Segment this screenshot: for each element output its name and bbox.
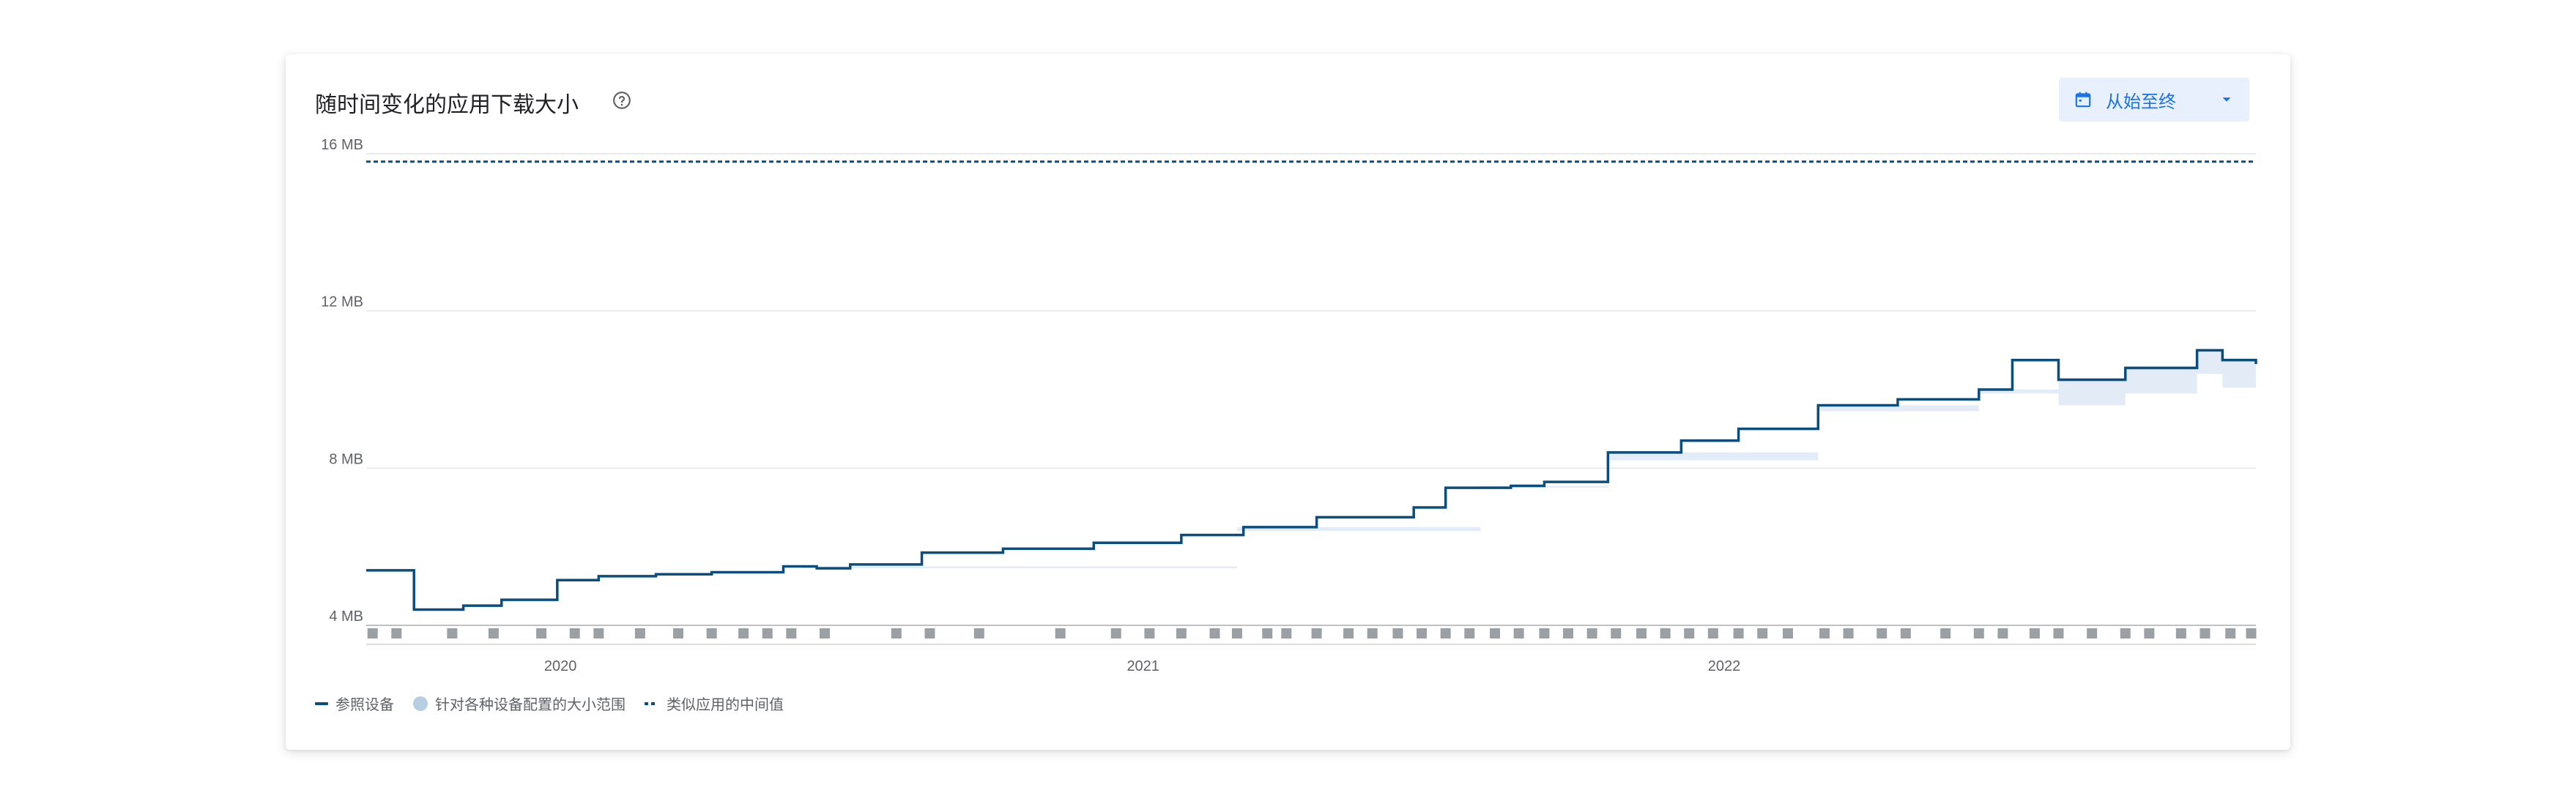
release-marker[interactable] [1343,628,1354,639]
release-marker[interactable] [2200,628,2211,639]
release-marker[interactable] [2225,628,2236,639]
release-marker[interactable] [1877,628,1888,639]
date-range-button[interactable]: 从始至终 [2059,78,2249,122]
release-marker[interactable] [2053,628,2064,639]
release-marker[interactable] [1490,628,1501,639]
release-marker[interactable] [2144,628,2155,639]
release-marker[interactable] [1684,628,1695,639]
release-marker[interactable] [488,628,499,639]
chart-legend: 参照设备 针对各种设备配置的大小范围 类似应用的中间值 [315,693,784,714]
release-marker[interactable] [1513,628,1524,639]
legend-label-reference: 参照设备 [335,697,394,713]
release-marker[interactable] [1940,628,1951,639]
release-marker[interactable] [447,628,458,639]
release-marker[interactable] [891,628,902,639]
release-marker[interactable] [1392,628,1403,639]
release-marker[interactable] [738,628,749,639]
release-marker[interactable] [391,628,402,639]
release-marker[interactable] [1563,628,1574,639]
calendar-icon [2075,92,2091,108]
release-marker[interactable] [1464,628,1475,639]
release-marker[interactable] [1440,628,1451,639]
reference-device-line [366,349,2257,611]
release-marker[interactable] [706,628,717,639]
y-tick-label: 4 MB [329,608,363,625]
release-marker[interactable] [819,628,830,639]
legend-label-range: 针对各种设备配置的大小范围 [435,697,626,713]
release-marker[interactable] [1660,628,1671,639]
release-marker[interactable] [1539,628,1550,639]
legend-item-median[interactable]: 类似应用的中间值 [645,693,784,714]
release-marker[interactable] [1367,628,1378,639]
download-size-card: 随时间变化的应用下载大小 从始至终 4 MB 8 MB 12 MB 16 MB 2020… [286,54,2290,750]
help-icon[interactable] [612,91,631,110]
release-marker[interactable] [2120,628,2131,639]
release-marker[interactable] [1144,628,1155,639]
release-marker[interactable] [367,628,378,639]
release-marker[interactable] [1819,628,1830,639]
date-range-label: 从始至终 [2106,92,2176,112]
release-marker[interactable] [1843,628,1854,639]
release-marker[interactable] [1055,628,1066,639]
legend-swatch-reference [315,701,328,705]
release-marker[interactable] [2029,628,2040,639]
release-marker[interactable] [786,628,797,639]
release-marker[interactable] [1782,628,1793,639]
release-marker[interactable] [1209,628,1220,639]
release-marker[interactable] [634,628,645,639]
release-marker[interactable] [2246,628,2257,639]
release-marker[interactable] [673,628,684,639]
release-marker[interactable] [2087,628,2098,639]
release-marker[interactable] [1611,628,1622,639]
y-tick-label: 8 MB [329,451,363,467]
release-marker[interactable] [1262,628,1273,639]
release-marker[interactable] [1176,628,1187,639]
release-marker[interactable] [536,628,547,639]
release-marker[interactable] [1586,628,1597,639]
release-marker[interactable] [1110,628,1121,639]
release-marker[interactable] [924,628,935,639]
chart-title: 随时间变化的应用下载大小 [315,93,579,117]
y-tick-label: 16 MB [321,137,363,153]
legend-swatch-median [645,701,659,705]
card-header: 随时间变化的应用下载大小 从始至终 [315,76,2261,127]
release-marker[interactable] [1417,628,1428,639]
size-range-band [366,350,2256,570]
release-marker[interactable] [1707,628,1718,639]
release-marker[interactable] [1231,628,1242,639]
arrow-drop-down-icon [2222,97,2231,102]
release-marker[interactable] [1973,628,1984,639]
y-tick-label: 12 MB [321,294,363,310]
download-size-chart: 4 MB 8 MB 12 MB 16 MB 2020 2021 2022 [321,137,2257,674]
release-marker[interactable] [593,628,604,639]
release-marker[interactable] [2175,628,2186,639]
x-tick-label: 2020 [544,658,577,674]
legend-item-reference[interactable]: 参照设备 [315,693,394,714]
release-marker[interactable] [569,628,580,639]
release-marker[interactable] [1281,628,1292,639]
legend-label-median: 类似应用的中间值 [667,697,784,713]
release-marker[interactable] [1757,628,1768,639]
x-tick-label: 2021 [1126,658,1159,674]
release-marker[interactable] [762,628,773,639]
release-marker[interactable] [1311,628,1322,639]
release-marker[interactable] [973,628,984,639]
release-marker[interactable] [1733,628,1744,639]
release-marker[interactable] [1997,628,2008,639]
release-marker[interactable] [1900,628,1911,639]
legend-swatch-range [413,696,428,711]
x-tick-label: 2022 [1708,658,1741,674]
release-marker[interactable] [1636,628,1647,639]
legend-item-range[interactable]: 针对各种设备配置的大小范围 [413,693,626,714]
